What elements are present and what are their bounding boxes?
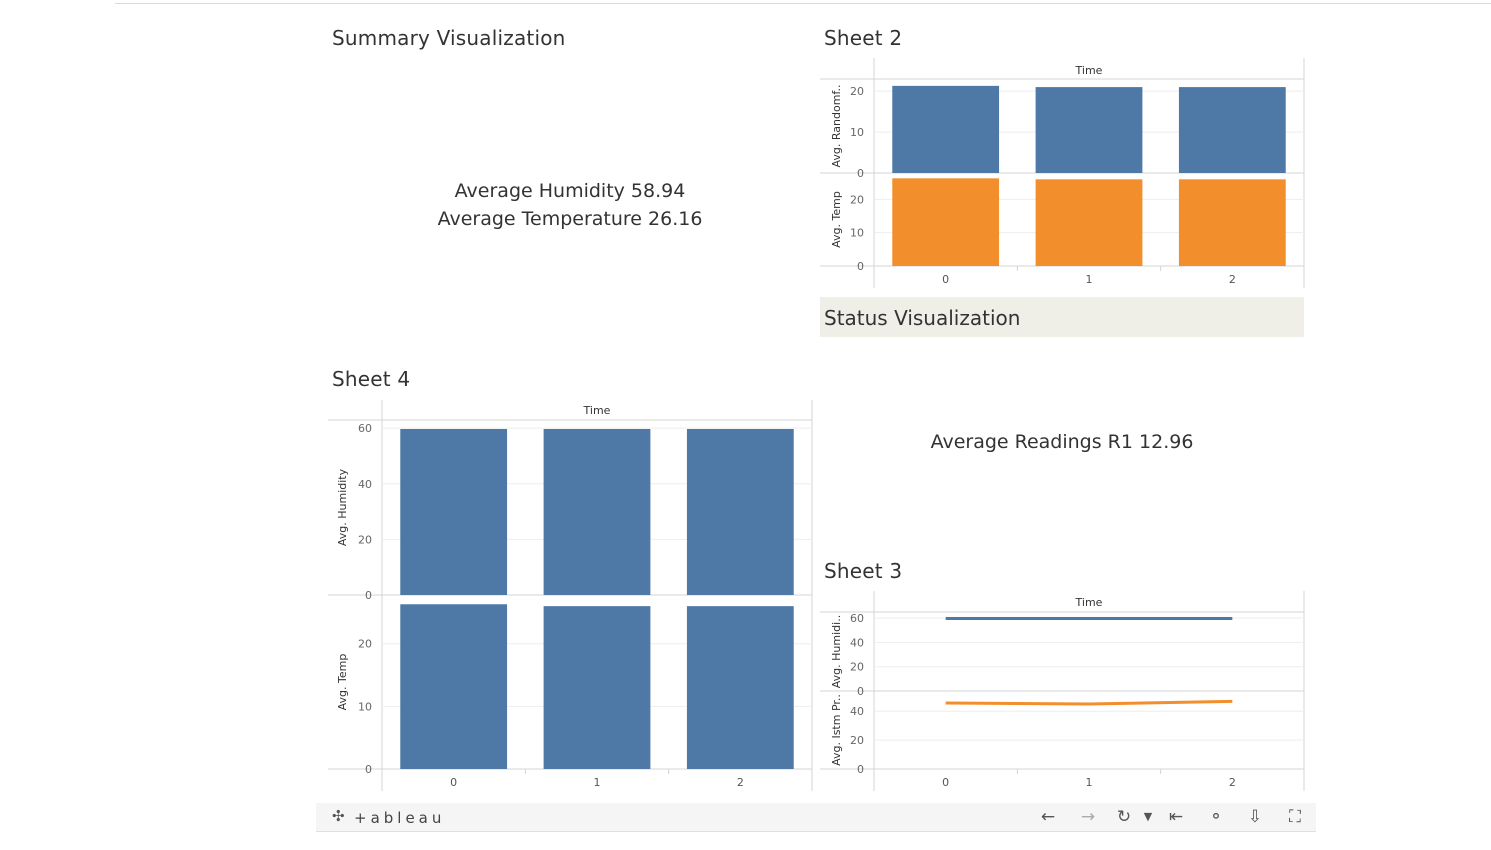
y-tick-label: 0 — [857, 763, 864, 776]
sheet4-chart[interactable]: Time 0 20 40 60 Avg. Humidity 0 10 20 Avg. Temp 0 1… — [328, 400, 814, 796]
y-tick-label: 40 — [850, 705, 864, 718]
bar — [892, 85, 1000, 173]
bar — [686, 606, 794, 769]
summary-humidity: Average Humidity 58.94 — [454, 180, 686, 202]
share-icon[interactable]: ⚬ — [1208, 807, 1224, 827]
series-line — [945, 699, 1233, 706]
y-tick-label: 40 — [850, 636, 864, 649]
y-tick-label: 20 — [358, 638, 372, 651]
bar — [1035, 179, 1143, 266]
y-axis-label: Avg. Temp — [336, 654, 349, 711]
x-tick-label: 2 — [1229, 273, 1236, 286]
y-tick-label: 20 — [358, 533, 372, 546]
y-tick-label: 60 — [850, 612, 864, 625]
redo-icon[interactable]: → — [1080, 807, 1096, 827]
column-header: Time — [1075, 64, 1103, 77]
bar — [892, 178, 1000, 266]
y-tick-label: 40 — [358, 478, 372, 491]
y-tick-label: 0 — [857, 167, 864, 180]
summary-temperature: Average Temperature 26.16 — [437, 208, 703, 230]
y-axis-label: Avg. Temp — [830, 191, 843, 248]
top-divider — [115, 3, 1491, 4]
status-readings: Average Readings R1 12.96 — [930, 431, 1194, 453]
y-tick-label: 10 — [850, 126, 864, 139]
sheet4-title: Sheet 4 — [332, 367, 411, 391]
y-tick-label: 20 — [850, 85, 864, 98]
tableau-logo: +ableau — [354, 809, 446, 827]
bar — [543, 429, 651, 595]
status-title: Status Visualization — [824, 306, 1021, 330]
undo-icon[interactable]: ← — [1040, 807, 1056, 827]
bar — [1035, 87, 1143, 173]
x-tick-label: 2 — [737, 776, 744, 789]
tableau-logo-icon: ✣ — [332, 808, 345, 825]
bar — [543, 606, 651, 769]
first-icon[interactable]: ⇤ — [1168, 807, 1184, 827]
tableau-toolbar: ✣ +ableau ← → ↻ ▼ ⇤ ⚬ ⇩ ⛶ — [316, 803, 1316, 832]
y-axis-label: Avg. Randomf.. — [830, 85, 843, 168]
y-tick-label: 60 — [358, 422, 372, 435]
fullscreen-icon[interactable]: ⛶ — [1289, 807, 1301, 827]
sheet3-title: Sheet 3 — [824, 559, 903, 583]
y-tick-label: 10 — [850, 227, 864, 240]
revert-icon[interactable]: ↻ — [1116, 807, 1132, 827]
x-tick-label: 0 — [942, 273, 949, 286]
x-tick-label: 1 — [1086, 273, 1093, 286]
y-axis-label: Avg. Istm Pr.. — [830, 694, 843, 766]
column-header: Time — [583, 404, 611, 417]
x-tick-label: 0 — [942, 776, 949, 789]
sheet2-chart[interactable]: Time 0 10 20 Avg. Randomf.. 0 10 20 Avg. Temp 0 1 2 — [820, 58, 1306, 292]
download-icon[interactable]: ⇩ — [1247, 807, 1263, 827]
x-tick-label: 1 — [594, 776, 601, 789]
x-tick-label: 2 — [1229, 776, 1236, 789]
y-tick-label: 0 — [857, 260, 864, 273]
y-tick-label: 10 — [358, 700, 372, 713]
bar — [1178, 87, 1286, 173]
y-tick-label: 0 — [365, 763, 372, 776]
y-axis-label: Avg. Humidi.. — [830, 615, 843, 688]
bar — [1178, 179, 1286, 266]
y-axis-label: Avg. Humidity — [336, 468, 349, 546]
bar — [400, 604, 508, 769]
y-tick-label: 20 — [850, 734, 864, 747]
column-header: Time — [1075, 596, 1103, 609]
x-tick-label: 1 — [1086, 776, 1093, 789]
x-tick-label: 0 — [450, 776, 457, 789]
sheet2-title: Sheet 2 — [824, 26, 903, 50]
y-tick-label: 0 — [365, 589, 372, 602]
y-tick-label: 20 — [850, 661, 864, 674]
y-tick-label: 20 — [850, 193, 864, 206]
dropdown-icon[interactable]: ▼ — [1143, 810, 1153, 823]
summary-title: Summary Visualization — [332, 26, 566, 50]
bar — [400, 429, 508, 595]
status-header: Status Visualization — [820, 297, 1304, 337]
y-tick-label: 0 — [857, 685, 864, 698]
bar — [686, 429, 794, 595]
